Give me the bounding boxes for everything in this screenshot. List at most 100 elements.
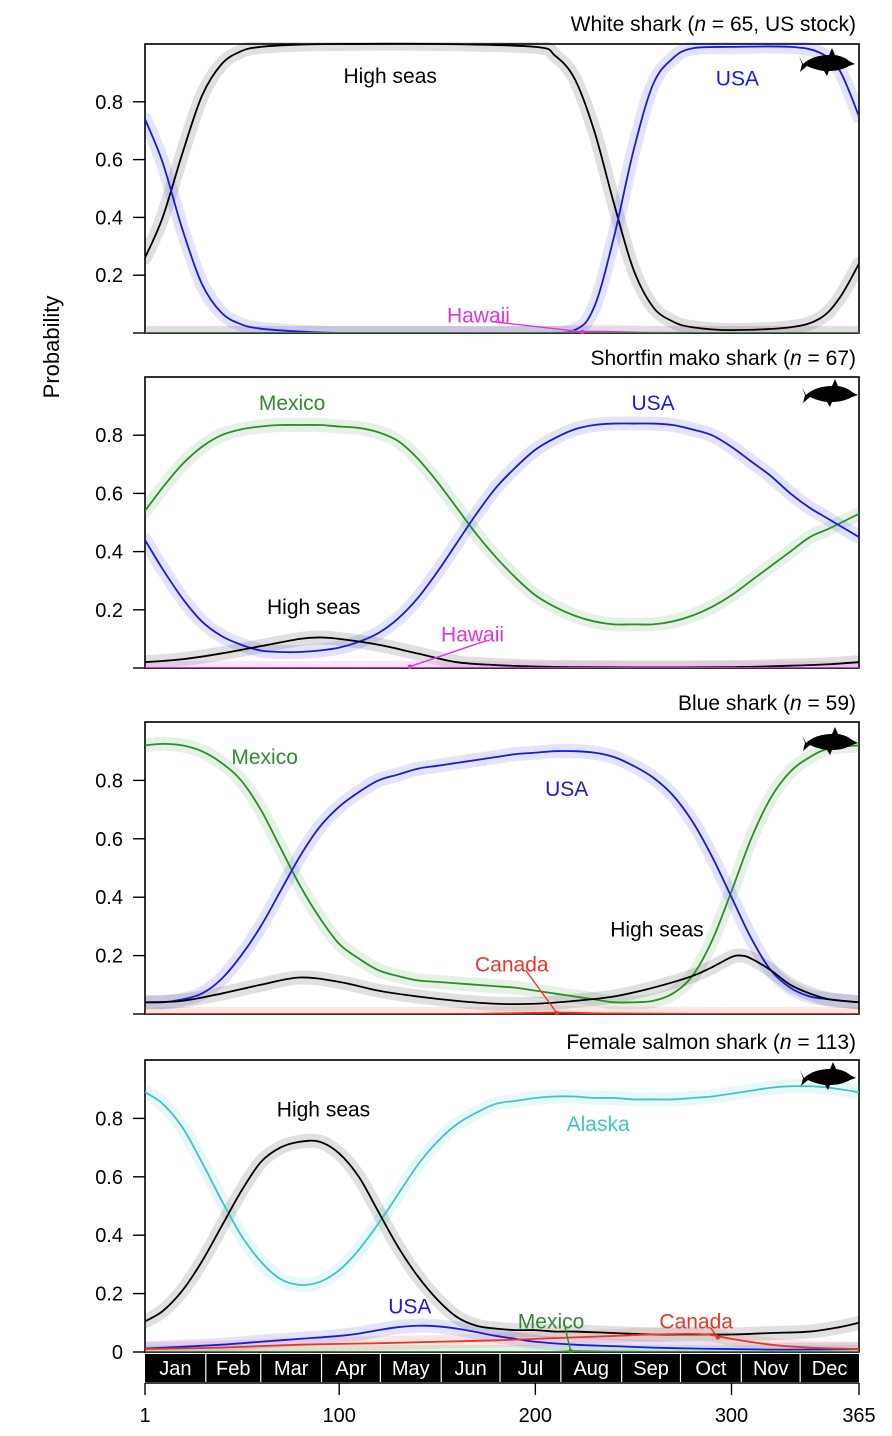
- panel-title-post: = 67): [802, 347, 856, 370]
- series-line-high-seas: [145, 954, 859, 1006]
- month-label: Jan: [159, 1358, 191, 1380]
- panel-1: White shark (n = 65, US stock) 0.2 0.4 0.6 0…: [95, 13, 860, 335]
- series-label-mexico: Mexico: [518, 1310, 585, 1333]
- shark-icon: [802, 379, 858, 407]
- series-line-usa: [145, 750, 859, 1004]
- series-band-usa: [145, 416, 859, 660]
- panel-title-pre: White shark (: [571, 13, 695, 36]
- month-bar: Jan Feb Mar Apr May Jun Jul Aug Sep Oct Nov Dec: [145, 1354, 859, 1382]
- series-label-usa: USA: [631, 392, 674, 415]
- label-pointer-dot: [568, 1348, 573, 1354]
- label-pointer-dot: [554, 1010, 560, 1016]
- panel-title: Shortfin mako shark (n = 67): [590, 347, 856, 370]
- panel-title-pre: Female salmon shark (: [566, 1031, 780, 1054]
- panel-title: White shark (n = 65, US stock): [571, 13, 856, 36]
- month-label: Jun: [454, 1358, 486, 1380]
- panel-2: Shortfin mako shark (n = 67) 0.2 0.4 0.6 0.8…: [95, 347, 860, 669]
- y-tick-label: 0.4: [95, 1225, 123, 1247]
- panel-title-post: = 59): [802, 692, 856, 715]
- label-pointer: [525, 969, 558, 1014]
- x-tick-label: 365: [842, 1405, 875, 1427]
- panel-title-pre: Blue shark (: [678, 692, 790, 715]
- month-label: Sep: [633, 1358, 669, 1380]
- series-line-canada: [145, 1332, 859, 1350]
- series-line-canada: [145, 1011, 859, 1014]
- y-tick-label: 0.2: [95, 265, 123, 287]
- shark-icon: [800, 1062, 856, 1090]
- series-line-mexico: [145, 1350, 859, 1352]
- plot-area: [145, 42, 859, 333]
- month-label: Aug: [573, 1358, 609, 1380]
- y-tick-label: 0.4: [95, 542, 123, 564]
- y-tick-label: 0.8: [95, 770, 123, 792]
- y-axis-label: Probability: [39, 296, 64, 399]
- label-pointer: [492, 320, 583, 333]
- series-label-mexico: Mexico: [231, 746, 298, 769]
- month-bar-background: [145, 1354, 859, 1382]
- plot-area: [145, 1079, 859, 1352]
- series-label-high-seas: High seas: [277, 1099, 370, 1122]
- y-tick-label: 0.4: [95, 207, 123, 229]
- label-pointer: [409, 639, 487, 668]
- series-label-hawaii: Hawaii: [447, 305, 510, 328]
- panel-title-n: n: [790, 347, 802, 370]
- series-label-hawaii: Hawaii: [441, 624, 504, 647]
- series-line-mexico: [145, 424, 859, 626]
- y-tick-label: 0.8: [95, 425, 123, 447]
- x-tick-label: 200: [519, 1405, 552, 1427]
- y-tick-label: 0.6: [95, 829, 123, 851]
- month-label: Oct: [695, 1358, 727, 1380]
- panel-title-n: n: [694, 13, 706, 36]
- shark-icon: [802, 727, 858, 755]
- series-line-alaska: [145, 1085, 859, 1286]
- series-label-usa: USA: [545, 778, 588, 801]
- series-band-high-seas: [145, 1133, 859, 1342]
- series-label-high-seas: High seas: [267, 596, 360, 619]
- series-line-usa: [145, 422, 859, 654]
- x-tick-label: 1: [139, 1405, 150, 1427]
- month-label: Apr: [335, 1358, 366, 1380]
- panel-title-post: = 113): [792, 1031, 856, 1054]
- month-label: Dec: [812, 1358, 848, 1380]
- month-label: Feb: [216, 1358, 250, 1380]
- series-line-high-seas: [145, 42, 859, 332]
- x-axis: 1 100 200 300 365: [139, 1382, 876, 1427]
- y-tick-label: 0.6: [95, 483, 123, 505]
- panel-3: Blue shark (n = 59) 0.2 0.4 0.6 0.8 Mexico USA…: [95, 692, 860, 1016]
- plot-area: [145, 736, 859, 1014]
- y-tick-label: 0.2: [95, 946, 123, 968]
- panel-title-n: n: [790, 692, 802, 715]
- series-line-mexico: [145, 742, 859, 1004]
- label-pointer-dot: [407, 664, 413, 669]
- y-tick-label: 0: [112, 1342, 123, 1364]
- y-tick-label: 0.8: [95, 1108, 123, 1130]
- x-tick-label: 300: [715, 1405, 748, 1427]
- month-label: Jul: [518, 1358, 544, 1380]
- month-label: Mar: [274, 1358, 309, 1380]
- series-label-canada: Canada: [475, 953, 549, 976]
- y-tick-label: 0.6: [95, 1167, 123, 1189]
- chart-panels: White shark (n = 65, US stock)0.20.40.60…: [95, 13, 860, 1364]
- y-tick-label: 0.2: [95, 600, 123, 622]
- series-label-usa: USA: [716, 68, 759, 91]
- label-pointer-dot: [580, 329, 585, 335]
- panel-title-n: n: [780, 1031, 792, 1054]
- panel-title-pre: Shortfin mako shark (: [590, 347, 790, 370]
- y-tick-label: 0.4: [95, 887, 123, 909]
- series-line-usa: [145, 1324, 859, 1351]
- y-tick-label: 0.8: [95, 92, 123, 114]
- month-label: Nov: [753, 1358, 789, 1380]
- x-tick-label: 100: [323, 1405, 356, 1427]
- panel-4: Female salmon shark (n = 113) 0 0.2 0.4 0.6 0…: [95, 1031, 860, 1364]
- month-label: May: [392, 1358, 430, 1380]
- y-tick-label: 0.2: [95, 1284, 123, 1306]
- panel-title-post: = 65, US stock): [706, 13, 856, 36]
- series-line-high-seas: [145, 636, 859, 668]
- panel-title: Female salmon shark (n = 113): [566, 1031, 856, 1054]
- series-label-canada: Canada: [659, 1310, 733, 1333]
- label-pointer: [564, 1327, 572, 1352]
- shark-icon: [799, 48, 855, 76]
- y-tick-label: 0.6: [95, 150, 123, 172]
- series-label-high-seas: High seas: [610, 918, 703, 941]
